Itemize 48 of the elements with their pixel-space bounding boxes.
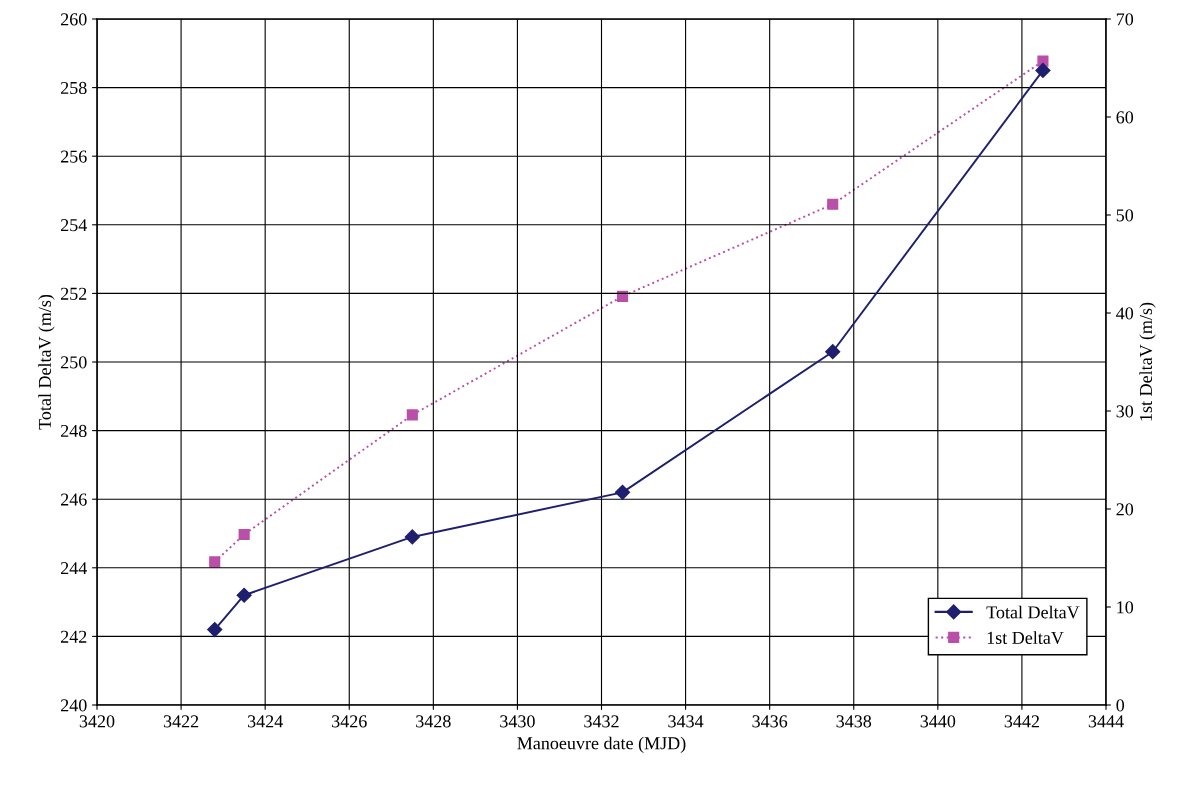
y-tick-label: 246	[60, 493, 87, 506]
point	[238, 528, 250, 541]
x-tick-label: 3434	[668, 715, 704, 728]
y2-tick-label: 30	[1116, 405, 1134, 418]
y-axis-title: Total DeltaV (m/s)	[38, 294, 55, 430]
y-tick-label: 254	[60, 219, 87, 232]
x-tick-label: 3440	[920, 715, 956, 728]
point	[827, 198, 839, 210]
y-tick-label: 252	[60, 287, 87, 300]
y-tick-label: 244	[60, 562, 87, 575]
x-tick-label: 3422	[163, 715, 199, 728]
y-tick-label: 250	[60, 356, 87, 369]
point	[616, 290, 629, 302]
y2-tick-label: 0	[1116, 699, 1125, 712]
point	[404, 529, 420, 545]
x-tick-label: 3438	[836, 715, 872, 728]
point	[236, 587, 252, 603]
point	[825, 344, 841, 360]
y2-tick-label: 20	[1116, 503, 1134, 516]
x-tick-label: 3420	[79, 715, 115, 728]
x-tick-label: 3432	[584, 715, 619, 728]
y-tick-label: 240	[60, 699, 87, 712]
x-tick-label: 3442	[1004, 715, 1039, 728]
y-tick-label: 260	[60, 13, 87, 26]
x-tick-label: 3436	[752, 715, 788, 728]
legend-label: Total DeltaV	[986, 605, 1080, 619]
x-tick-label: 3424	[247, 715, 283, 728]
point	[406, 409, 418, 421]
point	[209, 556, 221, 568]
x-tick-label: 3430	[500, 715, 535, 728]
y-tick-label: 256	[60, 150, 87, 163]
y2-tick-label: 10	[1117, 601, 1134, 614]
x-tick-label: 3428	[416, 715, 451, 728]
point	[614, 484, 631, 500]
y2-tick-label: 40	[1116, 307, 1134, 320]
y2-axis-title: 1st DeltaV (m/s)	[1139, 302, 1156, 421]
x-axis-title: Manoeuvre date (MJD)	[517, 736, 686, 754]
y-tick-label: 242	[60, 630, 87, 643]
point	[207, 621, 223, 638]
y2-tick-label: 60	[1116, 111, 1134, 124]
y-tick-label: 258	[60, 81, 87, 95]
y2-tick-label: 50	[1116, 209, 1134, 222]
y-tick-label: 248	[60, 424, 87, 438]
x-tick-label: 3444	[1088, 715, 1124, 728]
point	[1035, 62, 1051, 79]
x-tick-label: 3426	[332, 715, 367, 728]
y2-tick-label: 70	[1116, 13, 1134, 26]
legend-label: 1st DeltaV	[987, 631, 1064, 645]
